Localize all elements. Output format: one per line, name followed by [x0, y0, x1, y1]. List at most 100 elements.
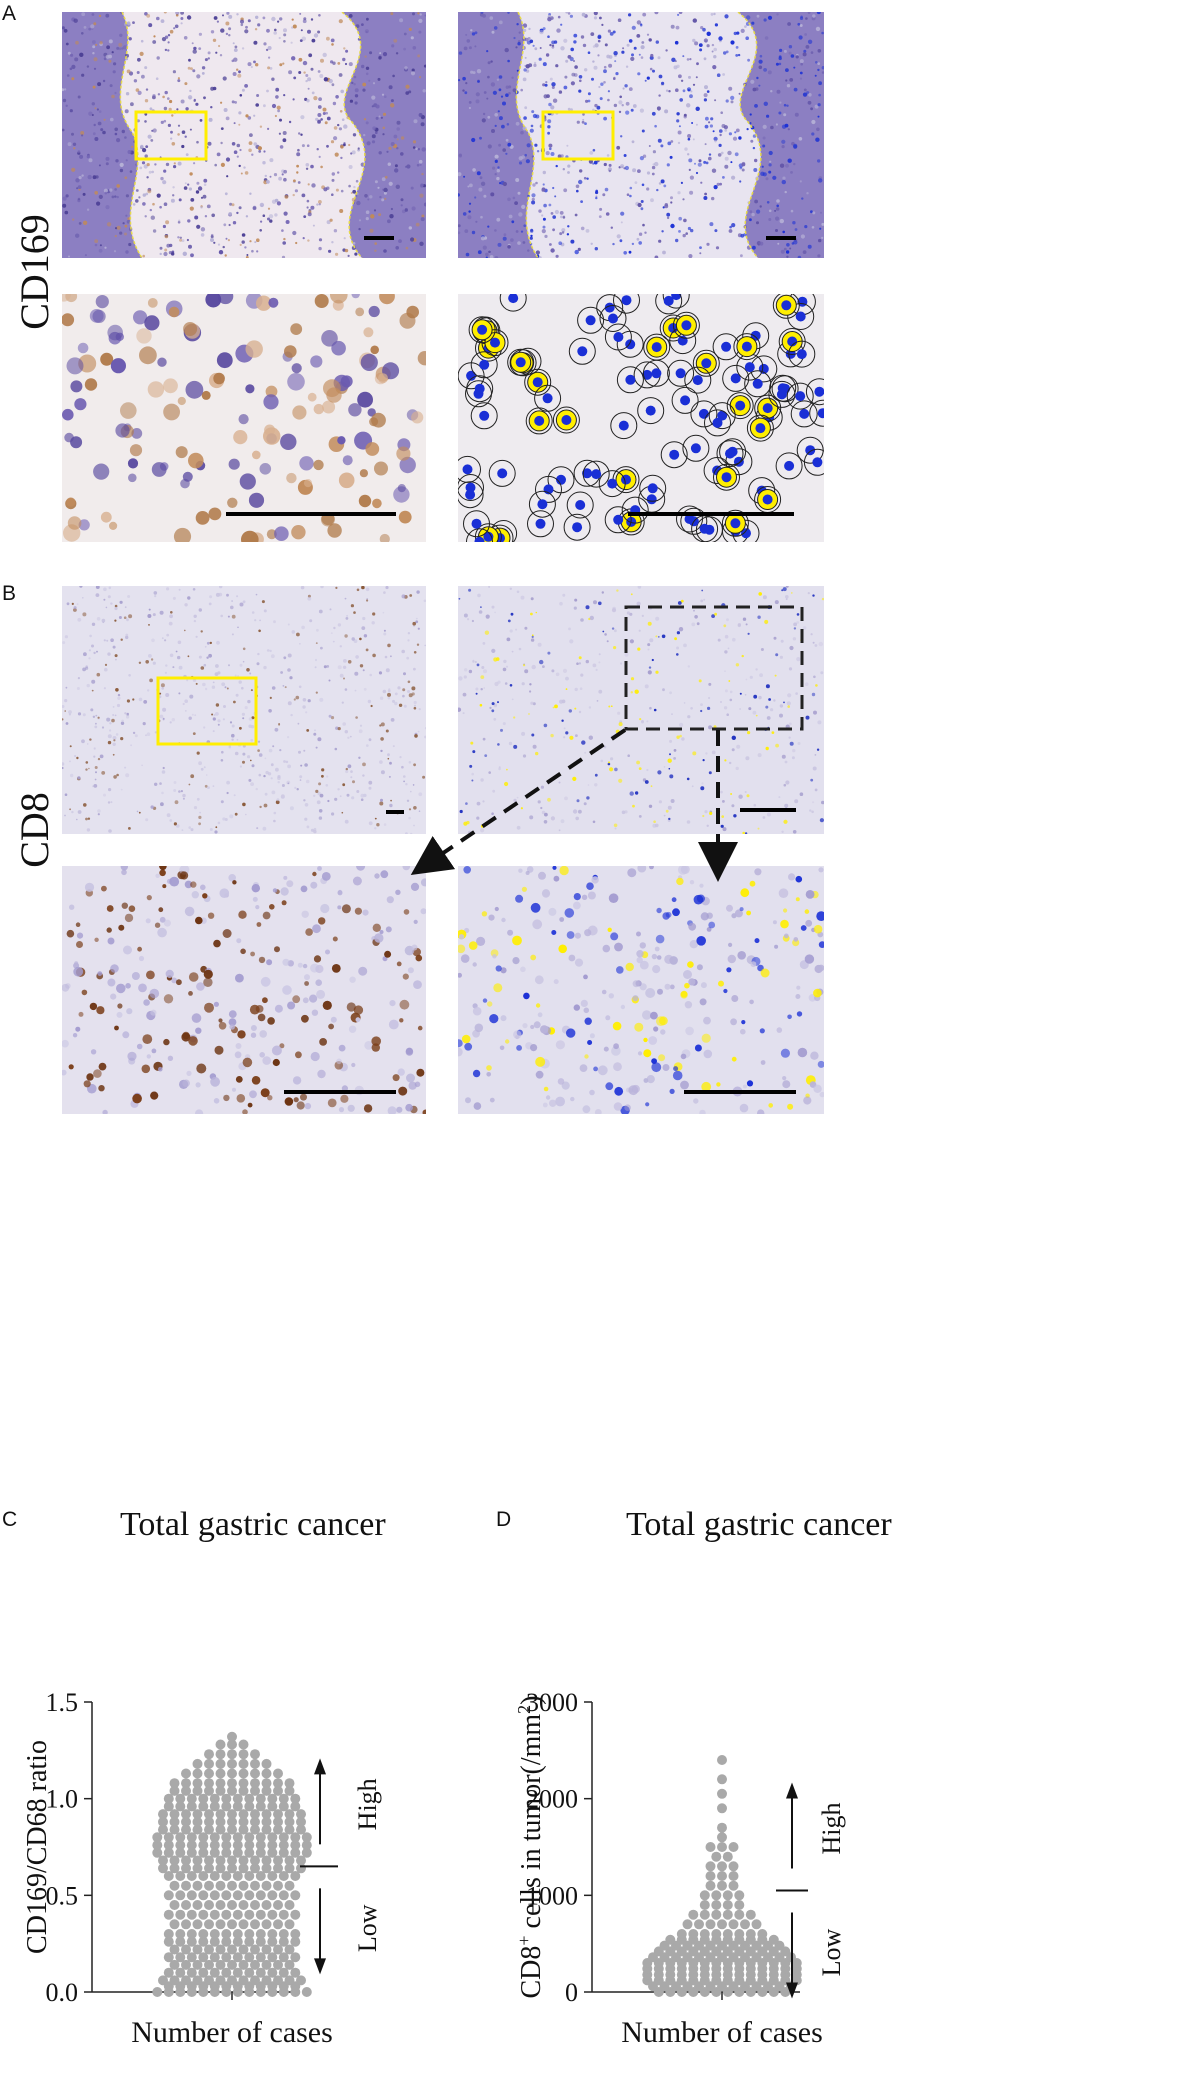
data-point [261, 1816, 272, 1827]
data-point [198, 1832, 209, 1843]
data-point [232, 1890, 243, 1901]
data-point [261, 1855, 272, 1866]
data-point [227, 1880, 237, 1891]
data-point [221, 1871, 232, 1881]
data-point [192, 1919, 203, 1930]
data-point [244, 1890, 255, 1901]
data-point [273, 1880, 283, 1891]
data-point [250, 1749, 260, 1760]
data-point [284, 1863, 295, 1874]
micrograph-cd169-zoom-analyzed [458, 294, 824, 542]
data-point [209, 1871, 220, 1881]
data-point [215, 1944, 226, 1955]
data-point [181, 1900, 191, 1910]
data-point [227, 1975, 237, 1986]
data-point [221, 1909, 232, 1920]
data-point [221, 1847, 232, 1858]
data-point [186, 1832, 197, 1843]
data-point [296, 1855, 306, 1866]
data-point [717, 1832, 727, 1843]
data-point [244, 1909, 255, 1920]
data-point [215, 1959, 226, 1970]
data-point [267, 1801, 278, 1812]
data-point [682, 1919, 693, 1930]
data-point [267, 1909, 278, 1920]
data-point [284, 1816, 295, 1827]
data-point [215, 1785, 226, 1796]
data-point [204, 1919, 214, 1930]
data-point [227, 1919, 237, 1930]
data-point [261, 1919, 272, 1930]
data-point [238, 1768, 249, 1779]
data-point [192, 1785, 203, 1796]
data-point [209, 1840, 220, 1851]
data-point [158, 1809, 168, 1820]
data-point [175, 1801, 186, 1812]
data-point [290, 1909, 301, 1920]
data-point [204, 1855, 214, 1866]
data-point [232, 1793, 243, 1804]
data-point [232, 1967, 243, 1978]
data-point [284, 1900, 295, 1910]
data-point [186, 1890, 197, 1901]
data-point [296, 1809, 306, 1820]
data-point [250, 1855, 260, 1866]
data-point [215, 1768, 226, 1779]
zoom-arrow-left [410, 728, 627, 875]
data-point [175, 1936, 186, 1947]
data-point [227, 1816, 237, 1827]
data-point [163, 1847, 174, 1858]
data-point [169, 1816, 180, 1827]
data-point [278, 1909, 289, 1920]
data-point [209, 1909, 220, 1920]
data-point [158, 1975, 168, 1986]
data-point [244, 1801, 255, 1812]
data-point [186, 1909, 197, 1920]
data-point [215, 1863, 226, 1874]
data-point [717, 1755, 727, 1765]
data-point [175, 1890, 186, 1901]
data-point [250, 1785, 260, 1796]
data-point [273, 1809, 283, 1820]
data-point [186, 1793, 197, 1804]
data-point [711, 1851, 722, 1862]
data-point [699, 1929, 710, 1939]
y-axis-label: CD8+ cells in tumor(/mm2) [514, 1695, 547, 1998]
data-point [290, 1847, 301, 1858]
panel-label-b: B [2, 582, 17, 605]
data-point [181, 1863, 191, 1874]
data-point [699, 1890, 710, 1901]
data-point [215, 1975, 226, 1986]
data-point [186, 1936, 197, 1947]
data-point [221, 1832, 232, 1843]
data-point [232, 1832, 243, 1843]
data-point [238, 1900, 249, 1910]
data-point [745, 1909, 756, 1920]
data-point [261, 1824, 272, 1835]
data-point [158, 1855, 168, 1866]
data-point [175, 1847, 186, 1858]
data-point [215, 1919, 226, 1930]
data-point [278, 1952, 289, 1963]
micrograph-cd169-overview-analyzed [458, 12, 824, 258]
data-point [261, 1880, 272, 1891]
data-point [215, 1900, 226, 1910]
data-point [728, 1871, 739, 1881]
data-point [192, 1863, 203, 1874]
micrograph-cd8-overview-analyzed [458, 586, 824, 834]
data-point [278, 1936, 289, 1947]
data-point [227, 1959, 237, 1970]
data-point [221, 1929, 232, 1939]
y-tick-label: 1000 [526, 1881, 578, 1910]
data-point [734, 1890, 745, 1901]
data-point [163, 1909, 174, 1920]
data-point [255, 1952, 266, 1963]
data-point [278, 1801, 289, 1812]
data-point [711, 1929, 722, 1939]
data-point [284, 1959, 295, 1970]
data-point [181, 1824, 191, 1835]
data-point [301, 1832, 312, 1843]
data-point [290, 1793, 301, 1804]
data-point [255, 1840, 266, 1851]
data-point [227, 1785, 237, 1796]
